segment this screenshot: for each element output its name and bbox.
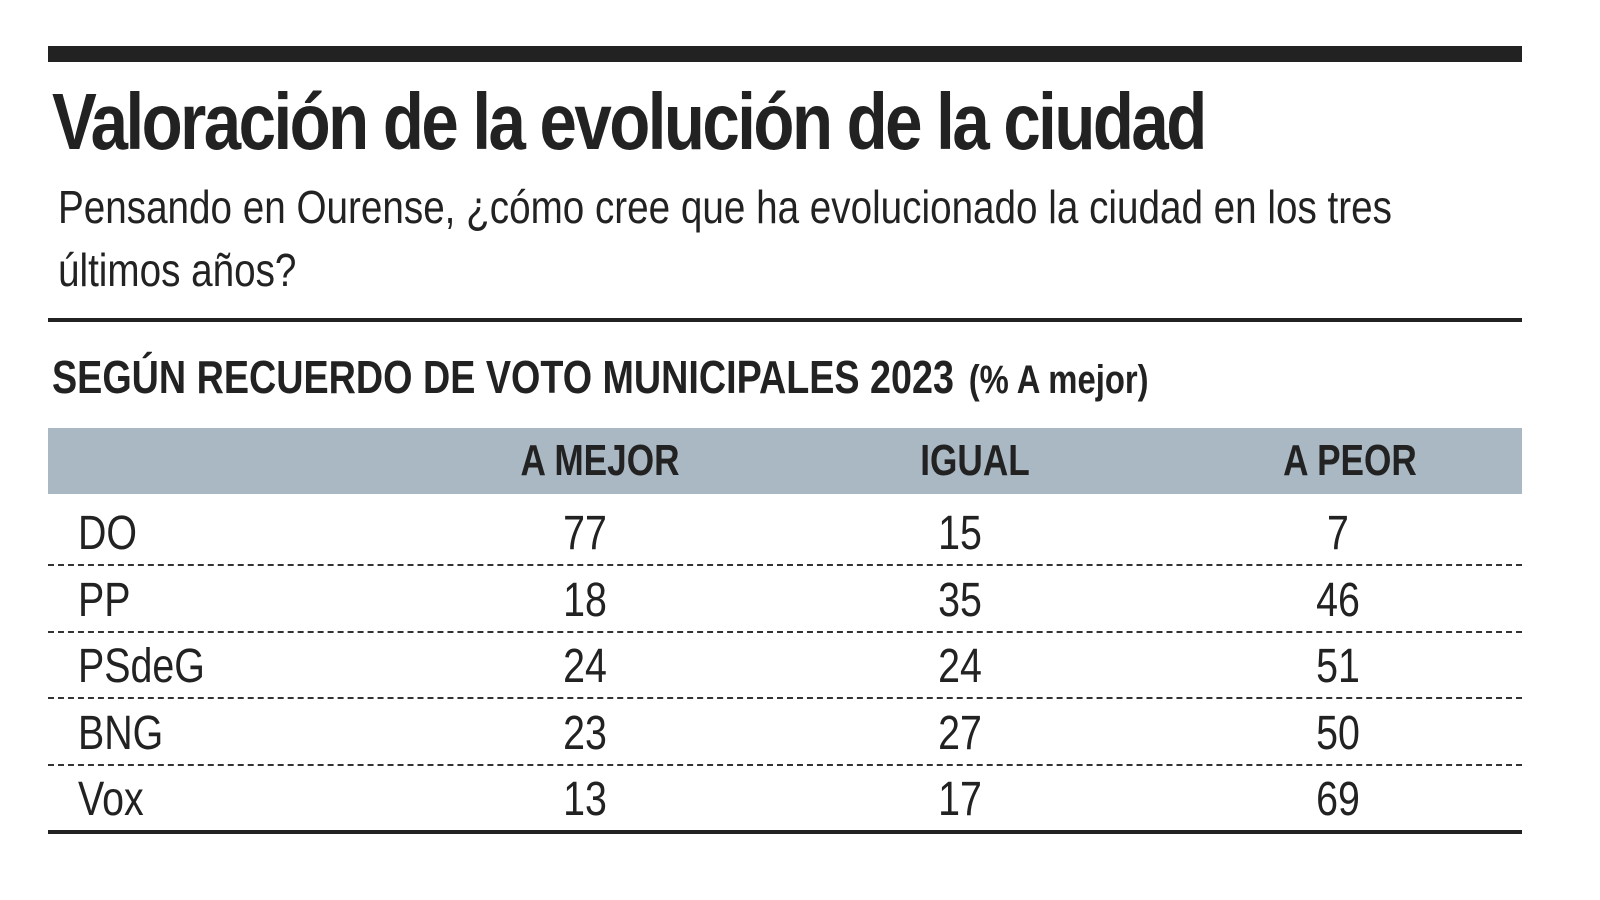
value-cell: 27 (938, 706, 982, 760)
divider (48, 318, 1522, 322)
table-row: BNG 23 27 50 (48, 700, 1522, 766)
section-heading: SEGÚN RECUERDO DE VOTO MUNICIPALES 2023 (… (52, 350, 1149, 404)
table-row: Vox 13 17 69 (48, 766, 1522, 834)
table-header (48, 428, 1522, 494)
value-cell: 51 (1316, 640, 1360, 693)
value-cell: 17 (938, 773, 982, 826)
section-title: SEGÚN RECUERDO DE VOTO MUNICIPALES 2023 (52, 351, 954, 403)
value-cell: 77 (563, 507, 607, 560)
column-header-a-peor: A PEOR (1283, 436, 1417, 485)
column-header-a-mejor: A MEJOR (520, 436, 680, 485)
row-separator (48, 763, 1522, 766)
value-cell: 13 (563, 773, 607, 826)
table-row: DO 77 15 7 (48, 500, 1522, 566)
section-note: (% A mejor) (968, 358, 1149, 402)
party-label: PSdeG (78, 640, 205, 693)
row-separator (48, 564, 1522, 566)
chart-title: Valoración de la evolución de la ciudad (52, 77, 1207, 166)
subtitle-line-2: últimos años? (58, 244, 297, 296)
subtitle-line-1: Pensando en Ourense, ¿cómo cree que ha e… (58, 181, 1392, 233)
value-cell: 18 (563, 573, 607, 627)
party-label: PP (78, 573, 131, 627)
column-header-igual: IGUAL (920, 436, 1030, 485)
row-separator (48, 697, 1522, 699)
value-cell: 7 (1327, 507, 1349, 560)
row-separator (48, 830, 1522, 834)
row-separator (48, 630, 1522, 633)
party-label: BNG (78, 706, 164, 760)
value-cell: 35 (938, 573, 982, 627)
party-label: Vox (78, 773, 144, 826)
table-row: PP 18 35 46 (48, 567, 1522, 633)
table-row: PSdeG 24 24 51 (48, 633, 1522, 699)
value-cell: 46 (1316, 573, 1360, 627)
party-label: DO (78, 507, 138, 560)
value-cell: 24 (938, 640, 982, 693)
value-cell: 24 (563, 640, 607, 693)
value-cell: 15 (938, 507, 982, 560)
value-cell: 69 (1316, 773, 1360, 826)
top-bar (48, 46, 1522, 62)
value-cell: 50 (1316, 706, 1360, 760)
value-cell: 23 (563, 706, 607, 760)
